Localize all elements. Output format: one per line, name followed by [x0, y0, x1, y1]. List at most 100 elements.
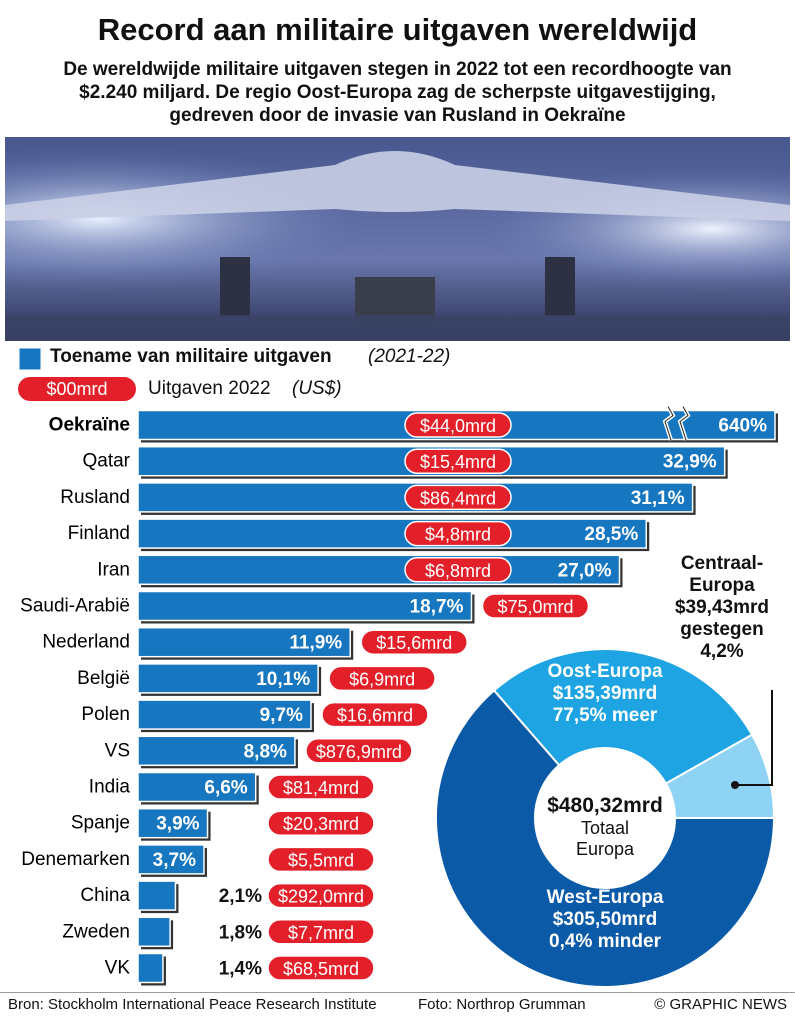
copyright: © GRAPHIC NEWS	[654, 996, 787, 1013]
segment-change: 0,4% minder	[549, 931, 661, 952]
value-label: 28,5%	[584, 524, 638, 545]
legend-swatch	[18, 347, 42, 371]
bar	[137, 735, 296, 767]
spending-label: $6,8mrd	[425, 561, 491, 581]
source: Bron: Stockholm International Peace Rese…	[8, 996, 377, 1013]
spending-pill	[404, 448, 512, 474]
value-label: 1,8%	[219, 922, 262, 943]
spending-label: $81,4mrd	[283, 778, 359, 798]
footer-rule	[0, 992, 795, 993]
spending-pill	[328, 665, 436, 692]
photo	[5, 137, 790, 341]
donut-total: $480,32mrd	[547, 794, 663, 817]
value-label: 8,8%	[244, 741, 287, 762]
spending-label: $292,0mrd	[278, 887, 364, 907]
spending-label: $68,5mrd	[283, 959, 359, 979]
donut-segment	[492, 648, 754, 785]
segment-change: gestegen 4,2%	[680, 619, 764, 662]
segment-name: Oost-Europa	[547, 661, 663, 682]
category-label: Rusland	[60, 487, 130, 508]
category-label: VS	[105, 740, 130, 761]
spending-pill	[360, 629, 468, 655]
spending-label: $5,5mrd	[288, 850, 354, 870]
category-label: Spanje	[71, 813, 130, 834]
legend-spending: Uitgaven 2022	[148, 378, 271, 399]
category-label: Polen	[81, 704, 130, 725]
value-label: 11,9%	[289, 633, 342, 654]
category-label: België	[77, 668, 130, 689]
bar	[137, 699, 312, 730]
segment-value: $305,50mrd	[552, 909, 658, 930]
value-label: 32,9%	[663, 452, 717, 473]
bar	[137, 952, 164, 984]
bar	[137, 590, 473, 622]
spending-pill	[404, 557, 512, 583]
segment-value: $39,43mrd	[674, 597, 769, 618]
value-label: 6,6%	[204, 778, 247, 799]
value-label: 3,7%	[153, 850, 196, 871]
bar	[137, 880, 177, 911]
bar	[137, 771, 257, 803]
spending-pill	[267, 774, 375, 800]
spending-label: $4,8mrd	[425, 525, 491, 545]
value-label: 10,1%	[256, 669, 310, 690]
value-label: 2,1%	[219, 886, 262, 907]
category-label: China	[80, 885, 130, 906]
bar	[137, 626, 351, 658]
value-label: 3,9%	[156, 814, 199, 835]
spending-pill	[404, 520, 512, 547]
spending-pill	[267, 882, 375, 909]
spending-label: $86,4mrd	[420, 488, 496, 508]
value-label: 31,1%	[631, 488, 685, 509]
spending-label: $15,6mrd	[376, 633, 452, 653]
value-label: 18,7%	[410, 597, 464, 618]
segment-value: $135,39mrd	[552, 683, 658, 704]
segment-name: Centraal-Europa	[680, 553, 764, 596]
photo-credit: Foto: Northrop Grumman	[418, 996, 586, 1013]
legend-unit: (US$)	[292, 378, 342, 399]
donut-label: Oost-Europa $135,39mrd 77,5% meer	[515, 661, 695, 727]
category-label: VK	[105, 958, 131, 979]
legend-period: (2021-22)	[368, 346, 451, 367]
axis-break-edge	[664, 406, 674, 441]
category-label: Oekraïne	[49, 415, 130, 436]
category-label: Iran	[97, 559, 130, 580]
category-label: India	[89, 777, 131, 798]
donut-segment	[435, 689, 776, 988]
segment-change: 77,5% meer	[552, 705, 658, 726]
donut-label: West-Europa $305,50mrd 0,4% minder	[500, 887, 710, 953]
legend-growth: Toename van militaire uitgaven	[50, 346, 332, 367]
spending-pill	[305, 738, 413, 764]
spending-pill	[404, 412, 512, 438]
spending-label: $44,0mrd	[420, 416, 496, 436]
category-label: Zweden	[62, 921, 130, 942]
segment-name: West-Europa	[546, 887, 664, 908]
spending-label: $7,7mrd	[288, 923, 354, 943]
spending-pill	[267, 846, 375, 873]
axis-break-edge	[679, 406, 689, 441]
category-label: Saudi-Arabië	[20, 596, 130, 617]
spending-pill	[267, 919, 375, 945]
bar	[137, 807, 209, 839]
spending-pill	[404, 484, 512, 511]
legend-pill: $00mrd	[18, 377, 136, 401]
subtitle: De wereldwijde militaire uitgaven stegen…	[63, 59, 732, 126]
bar	[137, 554, 621, 586]
value-label: 9,7%	[260, 705, 303, 726]
value-label: 640%	[718, 416, 767, 437]
spending-pill	[267, 955, 375, 981]
spending-label: $876,9mrd	[316, 742, 402, 762]
category-label: Finland	[68, 523, 130, 544]
spending-label: $15,4mrd	[420, 452, 496, 472]
spending-label: $20,3mrd	[283, 814, 359, 834]
value-label: 1,4%	[219, 959, 262, 980]
pointer-line	[735, 690, 773, 786]
bar	[137, 916, 171, 948]
category-label: Nederland	[42, 632, 130, 653]
chart: Oekraïne 640% $44,0mrd Qatar 32,9% $15,4mrd Ru…	[20, 405, 778, 988]
donut-caption: Europa	[575, 839, 635, 859]
bar	[137, 663, 319, 694]
spending-label: $75,0mrd	[497, 597, 573, 617]
spending-pill	[321, 701, 429, 728]
